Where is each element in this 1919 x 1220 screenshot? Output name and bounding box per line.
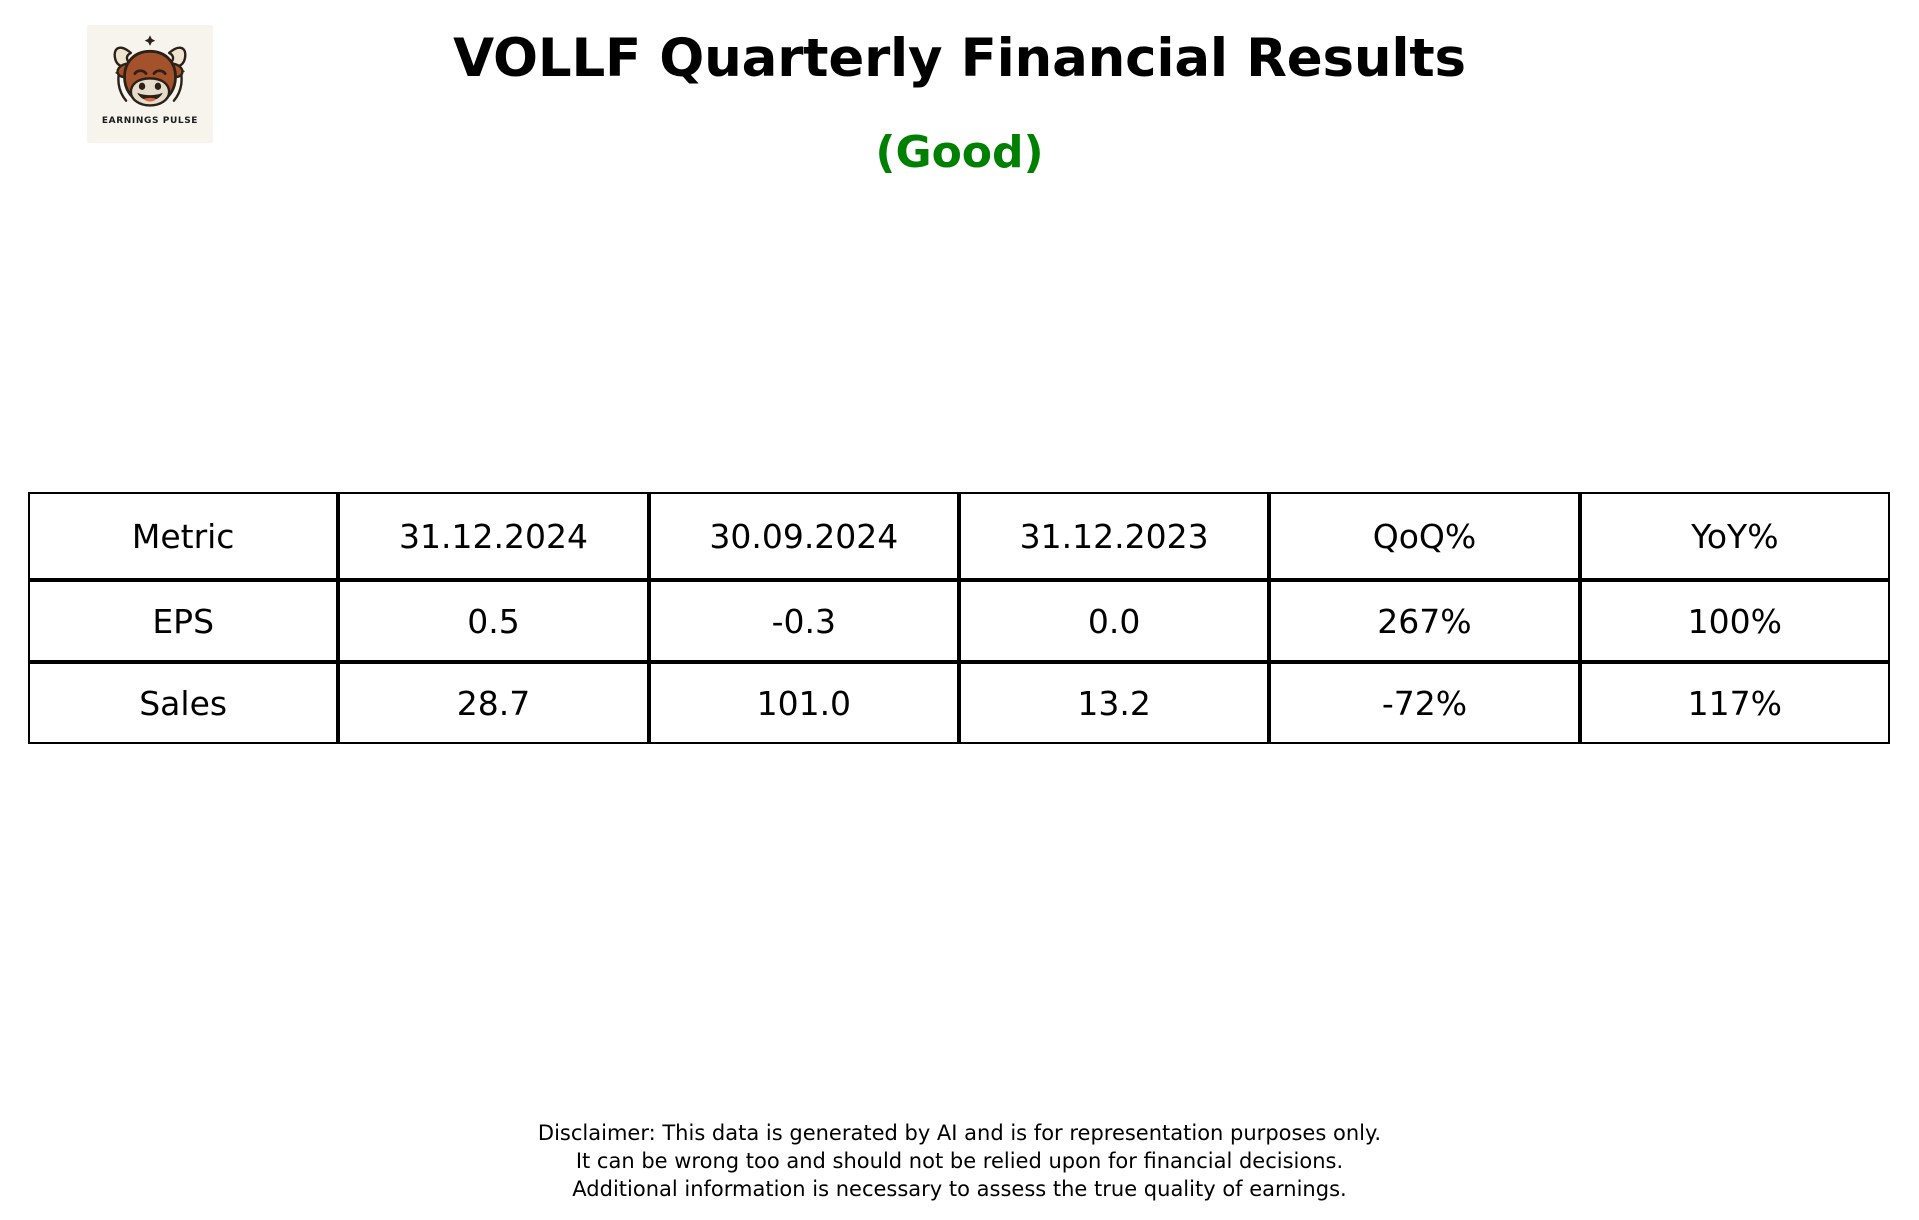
column-header-q-current: 31.12.2024 bbox=[338, 492, 649, 580]
column-header-metric: Metric bbox=[28, 492, 339, 580]
disclaimer-line-1: Disclaimer: This data is generated by AI… bbox=[537, 1121, 1382, 1145]
brand-wordmark: EARNINGS PULSE bbox=[101, 116, 199, 126]
column-header-qoq: QoQ% bbox=[1269, 492, 1580, 580]
column-header-yoy: YoY% bbox=[1579, 492, 1890, 580]
cell-q-current: 28.7 bbox=[338, 662, 649, 744]
cell-qoq: -72% bbox=[1269, 662, 1580, 744]
disclaimer-line-2: It can be wrong too and should not be re… bbox=[575, 1149, 1344, 1173]
cell-q-prior: -0.3 bbox=[648, 580, 959, 662]
cell-qoq: 267% bbox=[1269, 580, 1580, 662]
sentiment-subtitle: (Good) bbox=[875, 127, 1044, 178]
page-title: VOLLF Quarterly Financial Results bbox=[453, 28, 1466, 89]
cell-q-yearago: 0.0 bbox=[958, 580, 1270, 662]
cell-metric-name: EPS bbox=[28, 580, 339, 662]
disclaimer: Disclaimer: This data is generated by AI… bbox=[0, 1119, 1919, 1203]
cell-yoy: 117% bbox=[1579, 662, 1890, 744]
cell-yoy: 100% bbox=[1579, 580, 1890, 662]
cell-metric-name: Sales bbox=[28, 662, 339, 744]
table-row: EPS 0.5 -0.3 0.0 267% 100% bbox=[28, 580, 1890, 662]
table-row: Sales 28.7 101.0 13.2 -72% 117% bbox=[28, 662, 1890, 744]
column-header-q-prior: 30.09.2024 bbox=[648, 492, 959, 580]
disclaimer-line-3: Additional information is necessary to a… bbox=[572, 1177, 1347, 1201]
table-header-row: Metric 31.12.2024 30.09.2024 31.12.2023 … bbox=[28, 492, 1890, 580]
cell-q-prior: 101.0 bbox=[648, 662, 959, 744]
brand-logo: EARNINGS PULSE bbox=[87, 25, 213, 143]
cell-q-yearago: 13.2 bbox=[958, 662, 1270, 744]
bull-head-icon bbox=[113, 35, 187, 107]
cell-q-current: 0.5 bbox=[338, 580, 649, 662]
financial-results-table: Metric 31.12.2024 30.09.2024 31.12.2023 … bbox=[28, 492, 1890, 744]
column-header-q-yearago: 31.12.2023 bbox=[958, 492, 1270, 580]
